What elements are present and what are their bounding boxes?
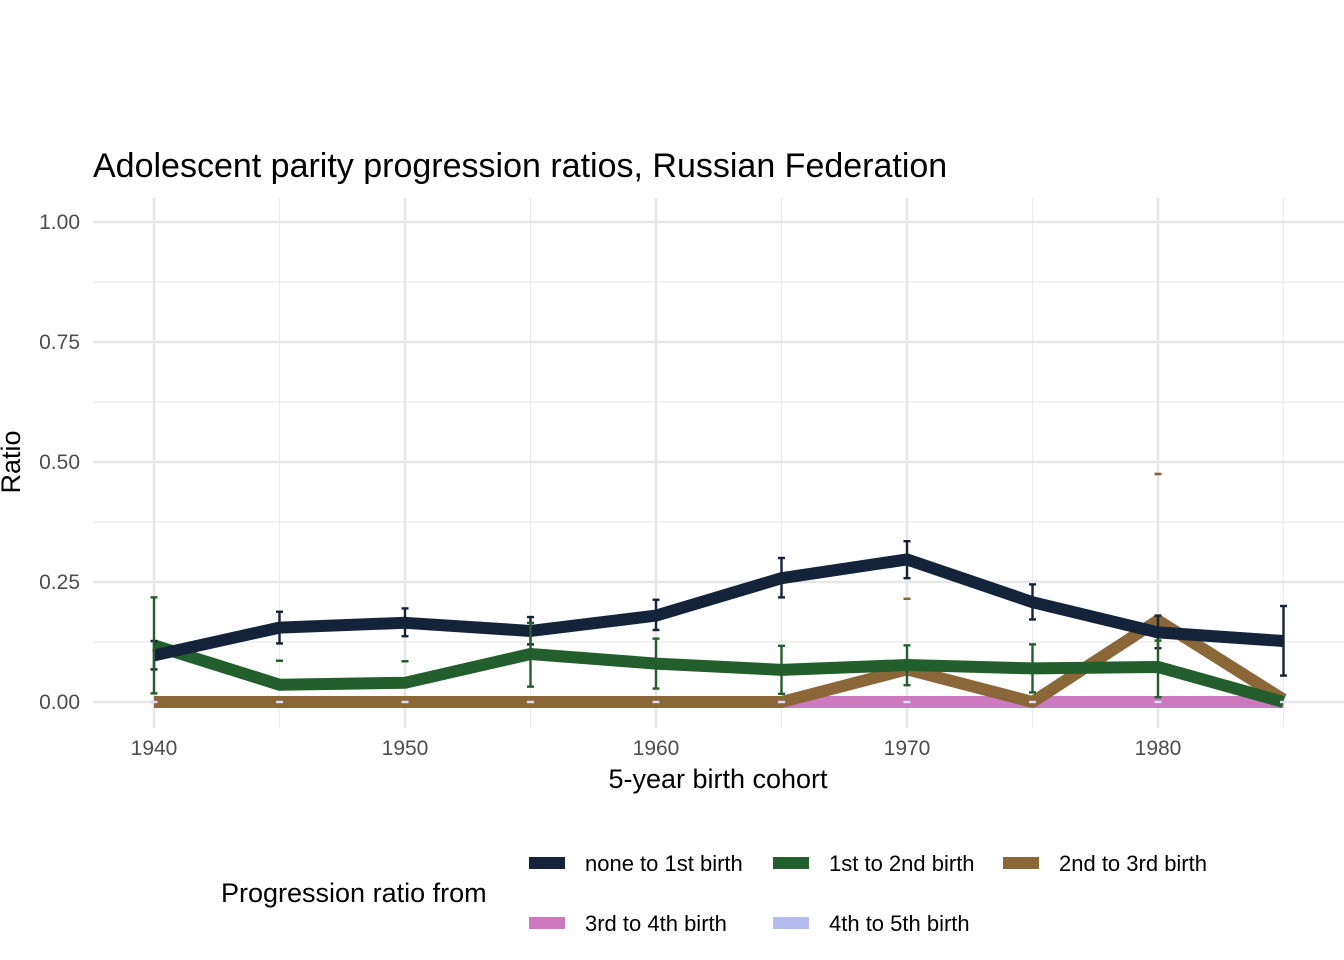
error-bar [401,607,409,638]
legend-label: 1st to 2nd birth [829,851,975,876]
y-tick-label: 0.25 [39,571,80,594]
legend-label: 2nd to 3rd birth [1059,851,1207,876]
y-tick-label: 0.50 [39,451,80,474]
error-bar [903,540,911,580]
chart-title: Adolescent parity progression ratios, Ru… [93,147,947,185]
error-bars [150,472,1287,704]
y-tick-label: 0.00 [39,691,80,714]
error-bar [1280,604,1287,677]
series-line [152,553,1284,662]
error-bar [778,644,785,696]
error-bar [276,610,283,645]
legend-label: 4th to 5th birth [829,911,970,936]
error-bar [652,637,660,690]
x-tick-label: 1960 [633,737,680,760]
x-tick-label: 1970 [884,737,931,760]
legend-item: none to 1st birth [529,851,743,876]
error-bar [527,621,534,688]
error-bar [150,596,158,695]
y-axis-title: Ratio [0,430,26,493]
legend-item: 4th to 5th birth [773,911,970,936]
legend-label: 3rd to 4th birth [585,911,727,936]
y-axis-ticks: 0.00 0.25 0.50 0.75 1.00 [39,211,80,714]
x-tick-label: 1980 [1135,737,1182,760]
error-bar [778,556,785,599]
series-line [154,614,1287,708]
y-tick-label: 0.75 [39,331,80,354]
error-bar [1154,639,1162,699]
error-bar [1029,643,1036,694]
x-tick-label: 1950 [382,737,429,760]
legend-label: none to 1st birth [585,851,743,876]
legend-item: 3rd to 4th birth [529,911,727,936]
x-tick-label: 1940 [131,737,178,760]
x-axis-title: 5-year birth cohort [608,764,828,794]
x-axis-ticks: 1940 1950 1960 1970 1980 [131,737,1182,760]
error-bar [652,598,660,632]
legend-title: Progression ratio from [221,878,487,908]
series-line [152,639,1286,708]
error-bar [903,644,911,687]
series-lines [152,553,1287,708]
legend-item: 1st to 2nd birth [773,851,975,876]
legend: none to 1st birth 1st to 2nd birth 2nd to … [529,851,1207,936]
error-bar [1029,583,1036,621]
legend-item: 2nd to 3rd birth [1003,851,1207,876]
y-tick-label: 1.00 [39,211,80,234]
